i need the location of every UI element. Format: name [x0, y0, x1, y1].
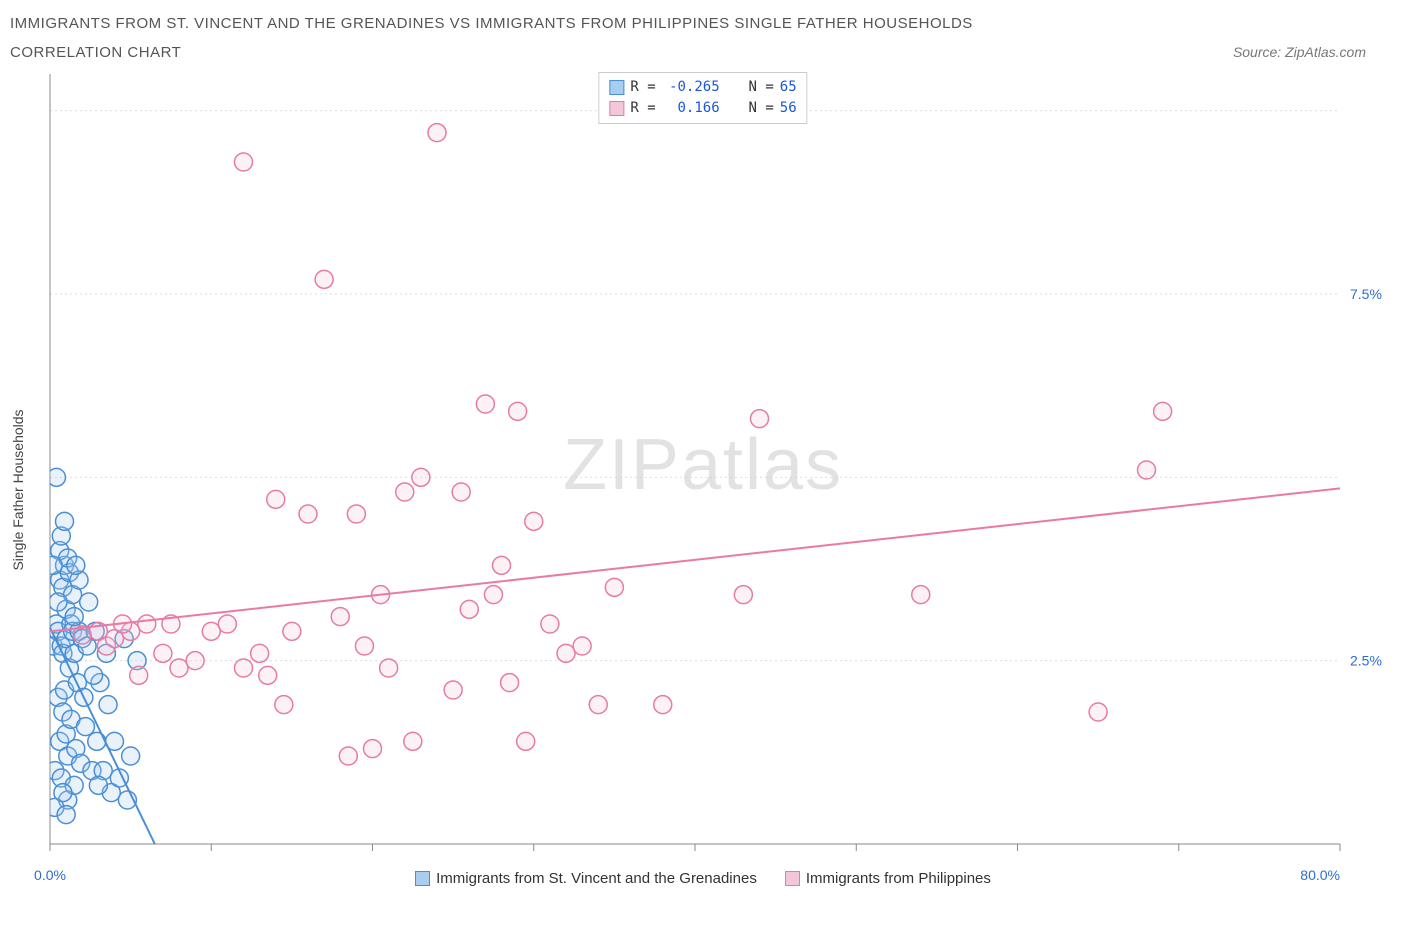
- data-point: [99, 696, 117, 714]
- data-point: [654, 696, 672, 714]
- data-point: [235, 659, 253, 677]
- chart-title: IMMIGRANTS FROM ST. VINCENT AND THE GREN…: [10, 15, 1396, 32]
- y-tick-label: 2.5%: [1350, 653, 1382, 669]
- chart-area: Single Father Households 2.5%7.5%0.0%80.…: [10, 69, 1396, 894]
- data-point: [1154, 402, 1172, 420]
- legend-swatch: [609, 101, 624, 116]
- data-point: [80, 593, 98, 611]
- scatter-chart: 2.5%7.5%0.0%80.0%: [10, 69, 1396, 894]
- data-point: [65, 608, 83, 626]
- data-point: [509, 402, 527, 420]
- legend-n-label: N =: [749, 77, 774, 98]
- data-point: [122, 747, 140, 765]
- legend-r-label: R =: [630, 77, 655, 98]
- legend-row: R = 0.166 N = 56: [609, 98, 796, 119]
- y-axis-title: Single Father Households: [10, 409, 26, 570]
- data-point: [315, 270, 333, 288]
- data-point: [299, 505, 317, 523]
- data-point: [355, 637, 373, 655]
- data-point: [275, 696, 293, 714]
- data-point: [138, 615, 156, 633]
- data-point: [54, 784, 72, 802]
- data-point: [460, 600, 478, 618]
- data-point: [396, 483, 414, 501]
- data-point: [154, 644, 172, 662]
- source-label: Source: ZipAtlas.com: [1233, 44, 1366, 60]
- data-point: [541, 615, 559, 633]
- data-point: [44, 556, 62, 574]
- data-point: [412, 468, 430, 486]
- data-point: [235, 153, 253, 171]
- data-point: [57, 806, 75, 824]
- data-point: [267, 490, 285, 508]
- data-point: [56, 512, 74, 530]
- data-point: [573, 637, 591, 655]
- data-point: [751, 410, 769, 428]
- legend-swatch: [415, 871, 430, 886]
- data-point: [251, 644, 269, 662]
- data-point: [67, 556, 85, 574]
- data-point: [605, 578, 623, 596]
- data-point: [1138, 461, 1156, 479]
- data-point: [85, 666, 103, 684]
- data-point: [557, 644, 575, 662]
- data-point: [186, 652, 204, 670]
- data-point: [589, 696, 607, 714]
- data-point: [525, 512, 543, 530]
- legend-swatch: [785, 871, 800, 886]
- legend-item: Immigrants from St. Vincent and the Gren…: [415, 870, 757, 887]
- data-point: [452, 483, 470, 501]
- data-point: [734, 586, 752, 604]
- data-point: [339, 747, 357, 765]
- y-tick-label: 7.5%: [1350, 286, 1382, 302]
- data-point: [912, 586, 930, 604]
- legend-swatch: [609, 80, 624, 95]
- data-point: [484, 586, 502, 604]
- series-legend: Immigrants from St. Vincent and the Gren…: [10, 870, 1396, 890]
- data-point: [218, 615, 236, 633]
- data-point: [347, 505, 365, 523]
- data-point: [283, 622, 301, 640]
- subtitle-row: CORRELATION CHART Source: ZipAtlas.com: [10, 44, 1396, 61]
- data-point: [49, 593, 67, 611]
- data-point: [202, 622, 220, 640]
- legend-n-label: N =: [749, 98, 774, 119]
- data-point: [259, 666, 277, 684]
- legend-row: R = -0.265 N = 65: [609, 77, 796, 98]
- trend-line: [50, 488, 1340, 631]
- data-point: [170, 659, 188, 677]
- legend-r-label: R =: [630, 98, 655, 119]
- legend-item: Immigrants from Philippines: [785, 870, 991, 887]
- legend-label: Immigrants from Philippines: [806, 870, 991, 887]
- data-point: [1089, 703, 1107, 721]
- data-point: [501, 674, 519, 692]
- data-point: [444, 681, 462, 699]
- data-point: [47, 468, 65, 486]
- data-point: [331, 608, 349, 626]
- data-point: [476, 395, 494, 413]
- data-point: [89, 776, 107, 794]
- data-point: [364, 740, 382, 758]
- legend-n-value: 65: [780, 77, 797, 98]
- legend-n-value: 56: [780, 98, 797, 119]
- legend-r-value: 0.166: [662, 98, 720, 119]
- data-point: [130, 666, 148, 684]
- data-point: [428, 124, 446, 142]
- data-point: [404, 732, 422, 750]
- chart-subtitle: CORRELATION CHART: [10, 44, 181, 61]
- data-point: [517, 732, 535, 750]
- legend-label: Immigrants from St. Vincent and the Gren…: [436, 870, 757, 887]
- data-point: [380, 659, 398, 677]
- legend-r-value: -0.265: [662, 77, 720, 98]
- data-point: [493, 556, 511, 574]
- correlation-legend: R = -0.265 N = 65 R = 0.166 N = 56: [598, 72, 807, 124]
